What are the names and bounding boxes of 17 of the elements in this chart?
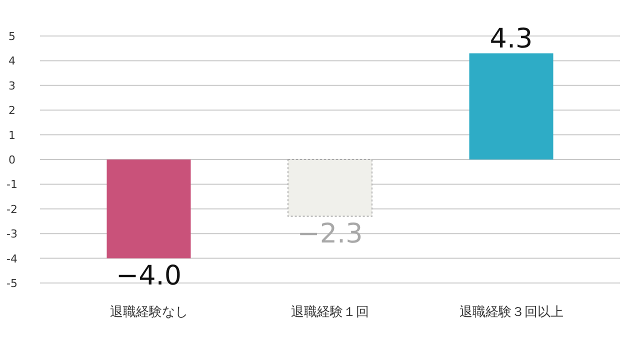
y-tick-label: -4 [6, 252, 18, 266]
y-tick-label: -1 [6, 178, 18, 192]
y-tick-label: 1 [8, 128, 16, 142]
data-label: −4.0 [116, 260, 182, 292]
data-label: 4.3 [490, 23, 533, 54]
y-tick-label: 2 [8, 104, 16, 118]
x-tick-label: 退職経験１回 [291, 305, 369, 320]
data-label: −2.3 [297, 218, 363, 250]
y-tick-label: -5 [6, 277, 18, 290]
x-tick-label: 退職経験なし [110, 305, 188, 320]
y-tick-label: -2 [6, 202, 18, 216]
y-tick-label: 4 [8, 54, 16, 68]
y-tick-label: -3 [6, 228, 18, 241]
y-tick-label: 0 [8, 154, 16, 166]
y-tick-label: 3 [8, 79, 16, 92]
x-tick-label: 退職経験３回以上 [459, 305, 564, 320]
y-tick-label: 5 [8, 30, 16, 43]
